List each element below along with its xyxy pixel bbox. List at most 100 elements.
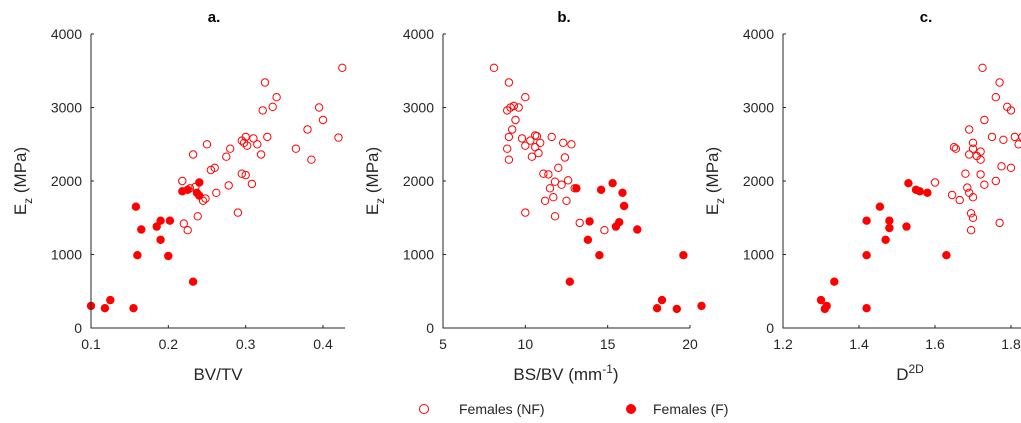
panel-b-y-tick-label: 1000 <box>403 247 434 263</box>
panel-c-y-tick-label: 4000 <box>743 26 774 42</box>
panel-b-y-tick-label: 4000 <box>403 26 434 42</box>
panel-a-y-tick-label: 0 <box>74 320 82 336</box>
panel-c-point-nonfractured <box>955 195 964 205</box>
panel-c-point-fractured <box>881 235 890 245</box>
panel-b-point-nonfractured <box>557 180 566 189</box>
panel-b-x-tick-label: 10 <box>518 336 534 352</box>
panel-b-point-fractured <box>572 184 581 193</box>
panel-b-point-nonfractured <box>527 152 537 161</box>
panel-c-point-nonfractured <box>995 218 1004 228</box>
panel-a-point-fractured <box>152 222 161 231</box>
panel-c-point-nonfractured <box>976 170 985 179</box>
panel-a-point-fractured <box>137 225 146 234</box>
panel-c-point-fractured <box>885 216 894 225</box>
panel-c-point-nonfractured <box>966 209 976 218</box>
panel-b-point-fractured <box>633 225 642 234</box>
panel-a-point-nonfractured <box>260 78 270 87</box>
panel-c-point-nonfractured <box>976 147 985 156</box>
panel-b-point-fractured <box>595 251 604 260</box>
panel-b-point-nonfractured <box>547 132 556 142</box>
panel-b-point-fractured <box>619 201 629 211</box>
panel-a-y-label: Ez (MPa) <box>11 147 35 215</box>
panel-c-y-ticks: 0 1000 2000 3000 4000 <box>743 26 786 336</box>
panel-c-point-nonfractured <box>963 183 972 192</box>
panel-c-point-fractured <box>862 251 871 260</box>
panel-c-point-nonfractured <box>991 93 1000 102</box>
panel-c: c. 1.2 1.4 1.6 1.8 0 1000 2000 3000 4000 D2D Ez… <box>703 9 1021 384</box>
panel-b-point-nonfractured <box>521 93 530 102</box>
panel-b-x-label: BS/BV (mm-1) <box>513 362 618 384</box>
panel-a-axes <box>90 34 345 329</box>
panel-a-x-tick-label: 0.4 <box>313 336 333 352</box>
panel-c-point-nonfractured <box>965 150 974 159</box>
panel-b-point-nonfractured <box>521 208 530 217</box>
panel-b-point-nonfractured <box>526 136 535 145</box>
panel-c-point-nonfractured <box>978 63 987 73</box>
panel-b-x-tick-label: 20 <box>682 336 698 352</box>
panel-b-marks <box>489 63 706 314</box>
panel-c-point-nonfractured <box>949 143 959 152</box>
panel-a-point-fractured <box>156 235 165 245</box>
panel-a-point-nonfractured <box>222 152 231 161</box>
legend-label-f: Females (F) <box>653 401 728 417</box>
panel-c-point-nonfractured <box>991 176 1000 186</box>
panel-c-point-nonfractured <box>1010 132 1019 142</box>
panel-c-marks <box>816 63 1021 314</box>
panel-b-point-nonfractured <box>560 153 570 162</box>
panel-b-y-tick-label: 3000 <box>403 100 434 116</box>
panel-b-point-fractured <box>672 304 681 314</box>
panel-b-point-nonfractured <box>559 138 568 148</box>
panel-a-point-nonfractured <box>237 136 247 145</box>
panel-a-point-fractured <box>178 187 187 196</box>
panel-a-point-nonfractured <box>224 181 233 190</box>
panel-a-point-fractured <box>100 304 110 313</box>
panel-a-y-tick-label: 2000 <box>51 173 82 189</box>
panel-a-point-nonfractured <box>314 103 324 112</box>
panel-b-point-nonfractured <box>504 78 514 87</box>
panel-a-point-nonfractured <box>247 179 257 189</box>
panel-b-point-nonfractured <box>540 196 550 206</box>
panel-a-point-nonfractured <box>338 63 347 73</box>
panel-a-point-nonfractured <box>272 93 281 102</box>
panel-a-point-nonfractured <box>243 141 252 150</box>
panel-c-point-nonfractured <box>968 213 978 223</box>
panel-c-title: c. <box>920 9 933 26</box>
panel-b-point-nonfractured <box>536 138 545 148</box>
panel-a-x-tick-label: 0.2 <box>159 336 179 352</box>
panel-c-x-tick-label: 1.4 <box>849 336 869 352</box>
panel-c-point-nonfractured <box>961 169 970 178</box>
panel-a-point-nonfractured <box>291 144 301 153</box>
panel-b-point-nonfractured <box>545 184 555 193</box>
panel-b-y-tick-label: 2000 <box>403 173 434 189</box>
panel-a-y-tick-label: 1000 <box>51 247 82 263</box>
panel-a-point-nonfractured <box>178 176 187 186</box>
panel-b-x-tick-label: 5 <box>439 336 447 352</box>
panel-b-point-nonfractured <box>514 103 523 112</box>
panel-c-point-fractured <box>816 295 826 305</box>
panel-a-point-nonfractured <box>249 134 258 143</box>
panel-c-point-fractured <box>830 277 839 286</box>
panel-a-point-nonfractured <box>253 140 262 149</box>
panel-c-point-nonfractured <box>999 135 1008 145</box>
panel-a-y-tick-label: 3000 <box>51 100 82 116</box>
panel-c-point-fractured <box>902 222 911 231</box>
panel-a-point-fractured <box>165 216 175 225</box>
panel-b-point-fractured <box>679 251 688 260</box>
panel-c-point-nonfractured <box>980 180 989 189</box>
legend-filled-circle-marker <box>626 404 636 414</box>
panel-a-point-nonfractured <box>334 133 343 142</box>
panel-b-point-nonfractured <box>534 148 543 158</box>
panel-b-x-ticks: 5 10 15 20 <box>439 325 698 352</box>
panel-b-point-nonfractured <box>567 140 576 149</box>
legend-open-circle-marker <box>419 404 429 414</box>
panel-c-point-nonfractured <box>951 144 961 153</box>
panel-c-point-fractured <box>862 216 871 225</box>
panel-a-point-fractured <box>129 304 138 313</box>
panel-a-x-tick-label: 0.3 <box>236 336 256 352</box>
panel-c-point-nonfractured <box>1014 140 1021 149</box>
panel-a-point-nonfractured <box>258 106 267 115</box>
panel-a-point-nonfractured <box>268 102 277 112</box>
panel-b-point-fractured <box>583 235 593 245</box>
panel-a-point-nonfractured <box>256 150 266 159</box>
